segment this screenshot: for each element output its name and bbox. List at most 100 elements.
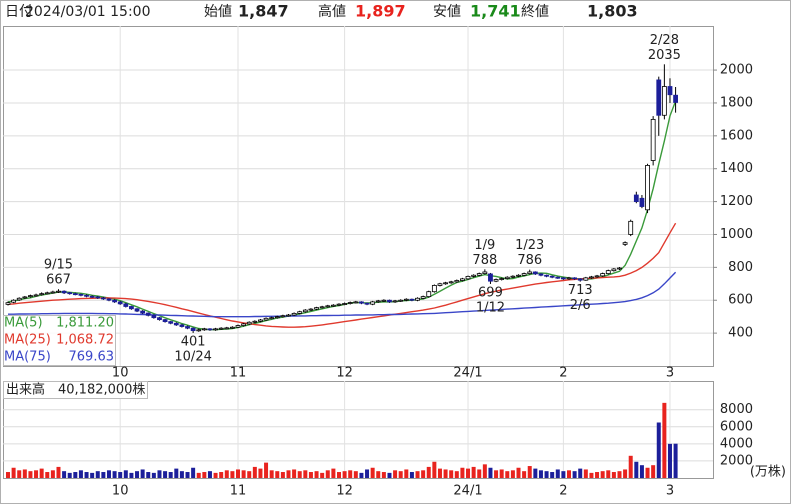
candle-body (291, 312, 297, 316)
candle-body (173, 322, 179, 326)
datetime: 2024/03/01 15:00 (25, 4, 151, 20)
x-tick-label: 3 (666, 484, 674, 499)
x-tick-label: 12 (336, 484, 353, 499)
candle-body (123, 303, 129, 307)
candle-body (465, 275, 471, 280)
volume-bar (617, 471, 622, 478)
volume-bar (533, 468, 538, 478)
candle-body (129, 306, 134, 310)
legend-value: 1,068.72 (56, 333, 114, 348)
moving-average-line (8, 271, 677, 318)
volume-bar (106, 470, 111, 478)
candle-body (39, 293, 45, 296)
annotation-value: 667 (46, 273, 71, 288)
volume-bar (567, 470, 571, 478)
volume-bar (611, 472, 616, 478)
volume-bar (454, 471, 459, 478)
volume-bar (22, 469, 27, 478)
date-label: 日付 (5, 4, 33, 20)
volume-bar (39, 468, 44, 478)
candle-body (241, 323, 247, 326)
volume-bar (174, 468, 179, 478)
candle-body (605, 270, 611, 275)
candle-body (420, 296, 426, 299)
volume-bar (398, 471, 403, 478)
annotation-date: 1/23 (515, 238, 544, 253)
volume-bar (426, 466, 431, 478)
annotation-date: 2/28 (650, 33, 679, 48)
volume-bar (522, 471, 527, 478)
volume-bar (662, 402, 667, 478)
candle-body (229, 326, 235, 329)
price-panel (3, 26, 714, 367)
x-tick-label: 24/1 (453, 366, 482, 381)
volume-bar (336, 472, 341, 478)
volume-bar (95, 471, 100, 478)
volume-bar (264, 462, 269, 478)
volume-bar (286, 470, 291, 478)
candle-body (201, 328, 207, 331)
x-tick-label: 24/1 (453, 484, 482, 499)
moving-average-line (7, 222, 677, 328)
volume-bar (421, 470, 426, 478)
legend-box (3, 315, 116, 366)
volume-bar (303, 470, 308, 478)
candle-body (656, 79, 662, 116)
candle-body (185, 326, 190, 329)
volume-bar (275, 471, 280, 478)
candle-body (471, 274, 477, 277)
candle-body (84, 294, 89, 297)
candle-body (673, 94, 678, 103)
annotation-date: 9/15 (44, 258, 73, 273)
volume-bar (258, 468, 263, 478)
candle-body (482, 271, 488, 275)
volume-bar (628, 455, 633, 478)
volume-bar (219, 472, 224, 478)
volume-bar (112, 471, 117, 478)
candle-body (589, 276, 594, 279)
candle-body (302, 309, 308, 313)
candle-body (415, 297, 420, 301)
candle-body (392, 300, 398, 303)
volume-bar (499, 469, 504, 478)
volume-bar (639, 465, 644, 478)
volume-bar (606, 470, 611, 478)
volume-bar (634, 461, 639, 478)
annotation-value: 788 (472, 253, 497, 268)
volume-bar (84, 472, 89, 478)
volume-bar (365, 469, 370, 478)
volume-bar (460, 467, 465, 478)
candle-body (572, 277, 578, 280)
volume-bar (578, 468, 583, 478)
candle-body (560, 277, 566, 280)
candle-body (403, 298, 409, 301)
x-tick-label: 2 (559, 366, 567, 381)
annotation-date: 2/6 (570, 298, 591, 313)
volume-bar (269, 470, 274, 478)
candle-body (314, 307, 319, 310)
candle-body (319, 306, 325, 309)
y-tick-label: 4000 (720, 436, 753, 451)
y-tick-label: 6000 (720, 419, 753, 434)
candle-body (297, 311, 303, 314)
volume-bar (673, 443, 678, 478)
volume-bar (196, 472, 201, 478)
candle-body (639, 197, 645, 207)
candle-body (342, 303, 348, 305)
candle-body (443, 282, 448, 285)
volume-bar (50, 470, 55, 478)
candle-body (667, 86, 673, 96)
candle-body (179, 324, 185, 327)
candle-body (375, 300, 381, 303)
y-tick-label: 600 (728, 293, 753, 308)
volume-bar (308, 472, 313, 478)
volume-bar (651, 465, 656, 478)
volume-bar (544, 471, 549, 478)
candle-body (650, 118, 656, 161)
volume-bar (135, 471, 140, 478)
candle-body (527, 271, 533, 275)
candle-body (106, 298, 112, 301)
candle-body (516, 274, 521, 277)
